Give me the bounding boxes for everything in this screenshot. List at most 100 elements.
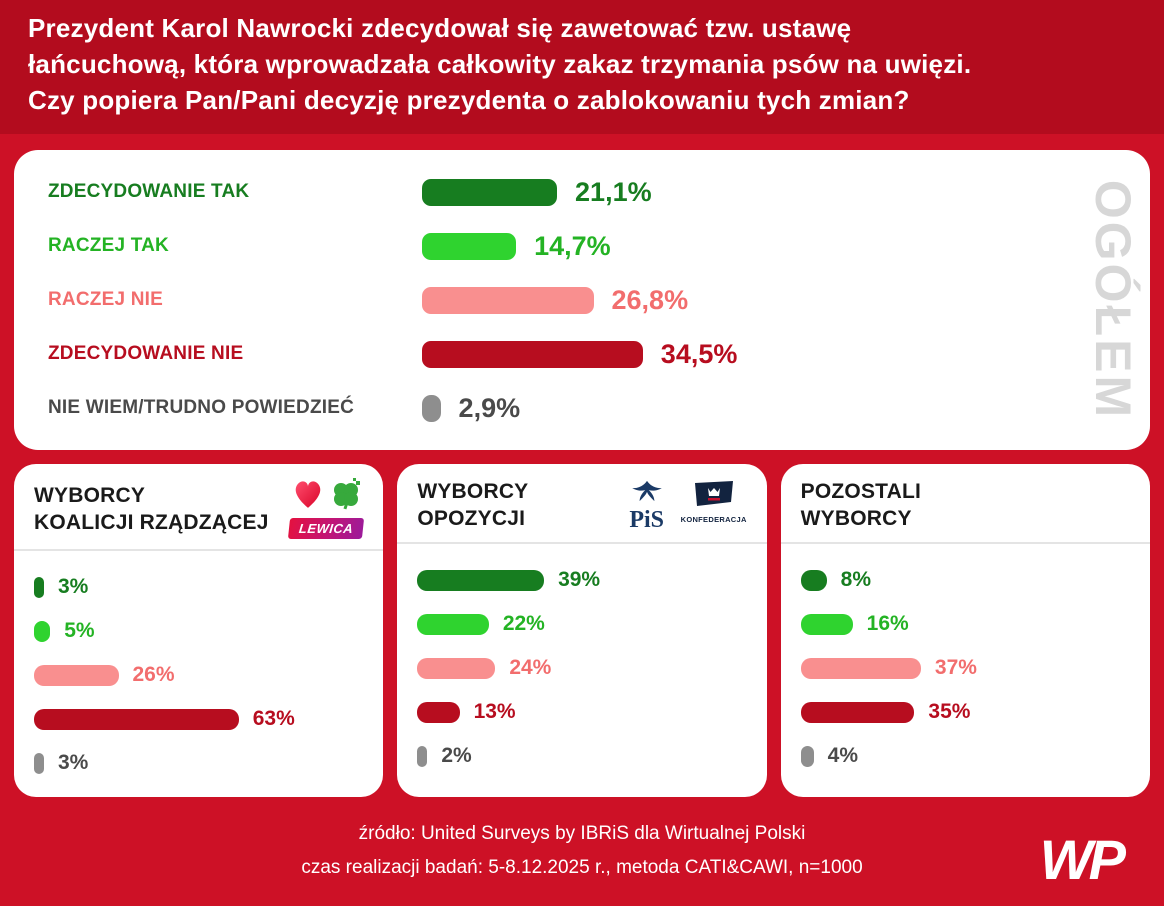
overall-results-card: ZDECYDOWANIE TAK 21,1% RACZEJ TAK 14,7% …: [14, 150, 1150, 450]
card-title-line: POZOSTALI: [800, 480, 922, 503]
chart-row: 8%: [800, 558, 1130, 602]
opposition-voters-card: WYBORCY OPOZYCJI PiS: [397, 464, 767, 797]
answer-bar: [34, 620, 51, 642]
chart-row: 63%: [34, 697, 363, 741]
question-line: Prezydent Karol Nawrocki zdecydował się …: [28, 13, 852, 43]
opposition-logos: PiS KONFEDERACJA: [629, 479, 747, 532]
answer-bar: [422, 232, 517, 260]
card-chart: 8% 16% 37% 35% 4%: [781, 544, 1150, 790]
card-header: WYBORCY KOALICJI RZĄDZĄCEJ: [14, 464, 384, 551]
answer-value: 21,1%: [575, 176, 652, 207]
chart-row: 5%: [34, 609, 363, 653]
chart-row: ZDECYDOWANIE TAK 21,1%: [14, 165, 1150, 219]
answer-value: 13%: [473, 700, 516, 723]
answer-bar: [800, 569, 827, 591]
answer-value: 22%: [502, 612, 545, 635]
answer-bar: [417, 569, 545, 591]
coalition-logos: LEWICA: [287, 478, 365, 539]
pis-logo: PiS: [629, 479, 665, 532]
ko-heart-icon: [291, 478, 325, 515]
source-text: źródło: United Surveys by IBRiS dla Wirt…: [358, 823, 806, 844]
answer-label: ZDECYDOWANIE NIE: [48, 343, 244, 364]
chart-row: 37%: [800, 646, 1130, 690]
konfederacja-logo: KONFEDERACJA: [681, 479, 747, 524]
question-header: Prezydent Karol Nawrocki zdecydował się …: [0, 0, 1164, 134]
card-title-line: WYBORCY: [34, 483, 146, 507]
psl-clover-icon: [330, 478, 362, 515]
chart-row: 13%: [417, 690, 746, 734]
card-title-line: KOALICJI RZĄDZĄCEJ: [34, 510, 269, 534]
answer-bar: [422, 340, 643, 368]
question-line: Czy popiera Pan/Pani decyzję prezydenta …: [28, 85, 910, 115]
answer-value: 35%: [928, 700, 971, 723]
answer-value: 5%: [64, 619, 95, 642]
chart-row: 35%: [800, 690, 1130, 734]
answer-value: 16%: [866, 612, 909, 635]
answer-bar: [800, 657, 921, 679]
question-line: łańcuchową, która wprowadzała całkowity …: [28, 49, 972, 79]
chart-row: 2%: [417, 734, 746, 778]
answer-value: 39%: [558, 568, 601, 591]
chart-row: 24%: [417, 646, 746, 690]
answer-value: 26%: [132, 663, 175, 686]
wp-logo: WP: [1039, 828, 1126, 891]
answer-value: 4%: [827, 744, 859, 767]
answer-bar: [800, 613, 853, 635]
methodology-text: czas realizacji badań: 5-8.12.2025 r., m…: [301, 857, 863, 878]
answer-value: 3%: [58, 751, 89, 774]
answer-label: NIE WIEM/TRUDNO POWIEDZIEĆ: [48, 397, 355, 418]
answer-value: 2%: [441, 744, 472, 767]
answer-bar: [422, 394, 441, 422]
footer: źródło: United Surveys by IBRiS dla Wirt…: [0, 823, 1164, 879]
chart-row: 3%: [34, 565, 363, 609]
lewica-logo: LEWICA: [287, 518, 365, 539]
konfederacja-label: KONFEDERACJA: [680, 514, 747, 524]
card-header: WYBORCY OPOZYCJI PiS: [397, 464, 767, 544]
chart-row: NIE WIEM/TRUDNO POWIEDZIEĆ 2,9%: [14, 381, 1150, 435]
chart-row: ZDECYDOWANIE NIE 34,5%: [14, 327, 1150, 381]
card-chart: 3% 5% 26% 63% 3%: [14, 551, 383, 797]
card-title-line: WYBORCY: [800, 507, 912, 530]
answer-value: 26,8%: [611, 284, 689, 315]
answer-bar: [34, 576, 44, 598]
chart-row: RACZEJ TAK 14,7%: [14, 219, 1150, 273]
chart-row: 4%: [800, 734, 1130, 778]
chart-row: 22%: [417, 602, 746, 646]
answer-bar: [34, 708, 239, 730]
answer-value: 14,7%: [534, 230, 611, 261]
answer-bar: [417, 657, 496, 679]
pis-label: PiS: [629, 506, 664, 533]
answer-bar: [417, 701, 460, 723]
answer-bar: [800, 701, 915, 723]
answer-bar: [34, 664, 119, 686]
coalition-voters-card: WYBORCY KOALICJI RZĄDZĄCEJ: [14, 464, 384, 797]
answer-value: 3%: [58, 575, 89, 598]
answer-bar: [422, 178, 558, 206]
answer-bar: [34, 752, 44, 774]
answer-bar: [417, 745, 428, 767]
card-chart: 39% 22% 24% 13% 2%: [397, 544, 766, 790]
card-title: WYBORCY OPOZYCJI: [417, 478, 528, 532]
konfederacja-flag-icon: [692, 479, 736, 514]
chart-row: 26%: [34, 653, 363, 697]
answer-label: RACZEJ TAK: [48, 235, 169, 256]
chart-row: 3%: [34, 741, 363, 785]
chart-row: RACZEJ NIE 26,8%: [14, 273, 1150, 327]
answer-value: 63%: [252, 707, 295, 730]
answer-value: 34,5%: [660, 338, 738, 369]
chart-row: 39%: [417, 558, 746, 602]
card-title-line: OPOZYCJI: [417, 507, 526, 530]
answer-value: 24%: [509, 656, 552, 679]
answer-bar: [422, 286, 594, 314]
answer-value: 37%: [934, 656, 977, 679]
chart-row: 16%: [800, 602, 1130, 646]
answer-bar: [417, 613, 489, 635]
answer-value: 2,9%: [458, 392, 521, 423]
other-voters-card: POZOSTALI WYBORCY 8% 16% 37% 35%: [780, 464, 1150, 797]
card-header: POZOSTALI WYBORCY: [780, 464, 1150, 544]
answer-label: RACZEJ NIE: [48, 289, 163, 310]
overall-watermark: OGÓŁEM: [1085, 179, 1141, 421]
segment-cards: WYBORCY KOALICJI RZĄDZĄCEJ: [14, 464, 1150, 797]
card-title: POZOSTALI WYBORCY: [801, 478, 921, 532]
card-title-line: WYBORCY: [417, 480, 529, 503]
